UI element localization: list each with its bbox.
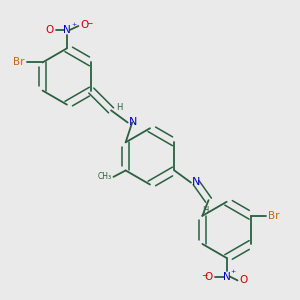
Text: O: O	[81, 20, 89, 30]
Text: N: N	[63, 25, 71, 35]
Text: O: O	[46, 25, 54, 35]
Text: N: N	[129, 117, 137, 127]
Text: Br: Br	[13, 57, 24, 68]
Text: H: H	[116, 103, 123, 112]
Text: H: H	[202, 206, 208, 215]
Text: +: +	[230, 269, 236, 274]
Text: O: O	[204, 272, 212, 282]
Text: −: −	[86, 19, 92, 28]
Text: Br: Br	[268, 211, 280, 221]
Text: +: +	[71, 22, 76, 27]
Text: N: N	[223, 272, 231, 282]
Text: −: −	[201, 272, 207, 280]
Text: CH₃: CH₃	[98, 172, 112, 181]
Text: O: O	[239, 275, 248, 285]
Text: N: N	[192, 177, 200, 187]
